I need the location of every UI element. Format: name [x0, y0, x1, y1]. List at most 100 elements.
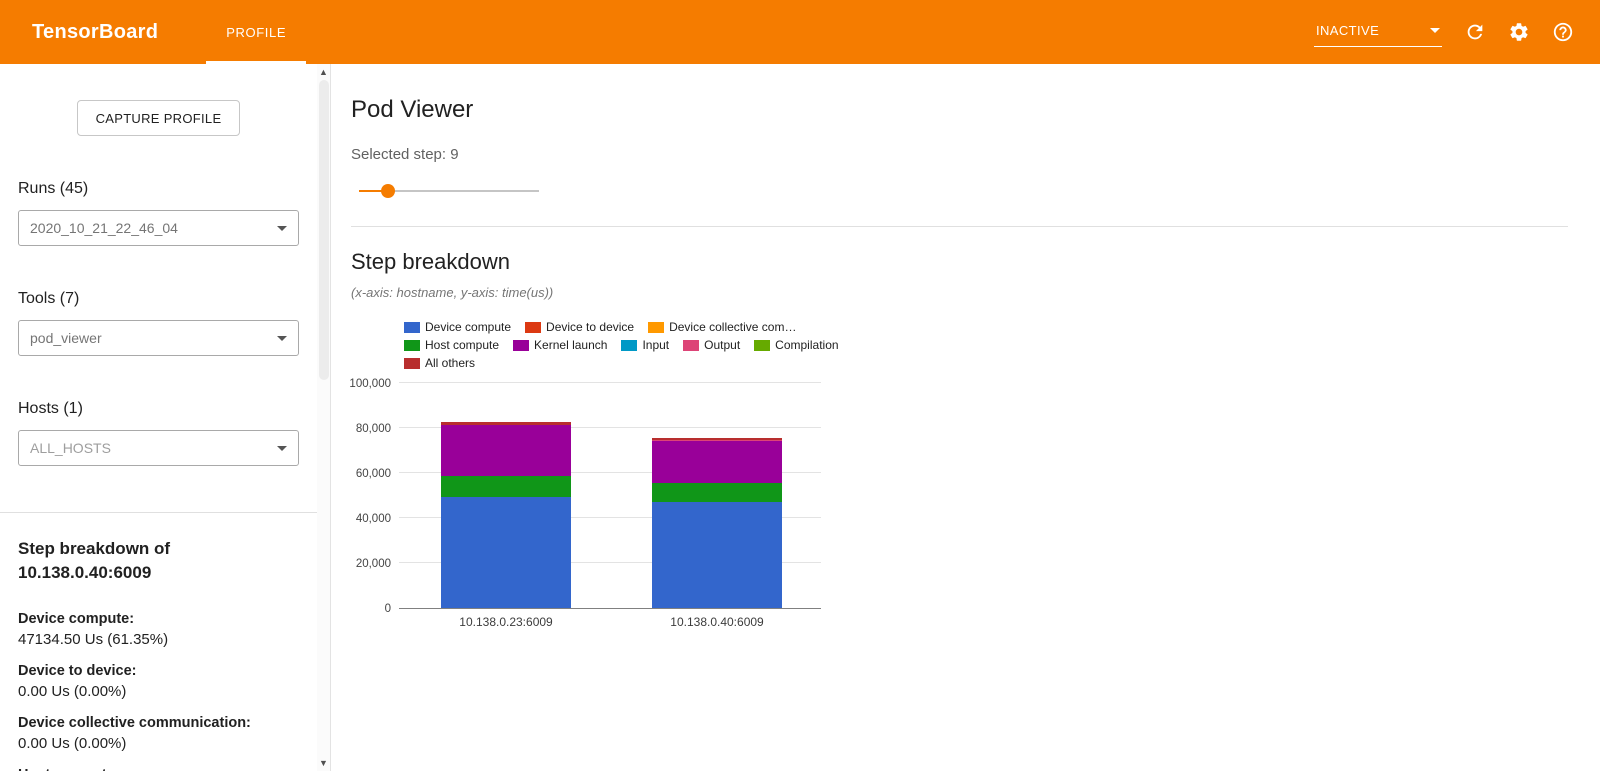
stat-label: Device to device:: [18, 662, 137, 679]
legend-item: All others: [404, 356, 475, 370]
gridline: [399, 562, 821, 563]
gridline: [399, 382, 821, 383]
hosts-label: Hosts (1): [18, 400, 83, 417]
bar-segment[interactable]: [652, 501, 782, 608]
hosts-select[interactable]: ALL_HOSTS: [18, 430, 299, 466]
app-title: TensorBoard: [32, 20, 159, 43]
stat-item: Host compute:: [18, 767, 299, 771]
tab-profile-label: PROFILE: [226, 24, 287, 40]
runs-select[interactable]: 2020_10_21_22_46_04: [18, 210, 299, 246]
chevron-down-icon: [277, 445, 287, 451]
status-dropdown[interactable]: INACTIVE: [1314, 17, 1442, 47]
scroll-down-icon[interactable]: ▼: [319, 758, 328, 768]
chevron-down-icon: [277, 335, 287, 341]
status-dropdown-value: INACTIVE: [1316, 23, 1380, 38]
section-divider: [351, 226, 1568, 227]
legend-swatch: [683, 339, 700, 351]
stat-item: Device collective communication: 0.00 Us …: [18, 715, 299, 752]
y-tick-label: 40,000: [355, 513, 391, 525]
tab-profile[interactable]: PROFILE: [206, 0, 307, 64]
runs-select-value: 2020_10_21_22_46_04: [30, 220, 178, 236]
legend-item: Compilation: [754, 338, 839, 352]
legend-item: Device collective com…: [648, 320, 796, 334]
bar-segment[interactable]: [652, 483, 782, 502]
legend-item: Device compute: [404, 320, 511, 334]
legend-swatch: [525, 321, 542, 333]
plot-row: 0 20,000 40,000 60,000 80,000 100,000: [349, 378, 1568, 615]
bar-segment[interactable]: [652, 438, 782, 440]
step-slider[interactable]: [359, 184, 539, 198]
bar-segment[interactable]: [441, 425, 571, 477]
page-title: Pod Viewer: [351, 96, 474, 123]
breakdown-title: Step breakdown of 10.138.0.40:6009: [18, 539, 171, 582]
legend-label: Compilation: [775, 338, 839, 352]
y-axis-labels: 0 20,000 40,000 60,000 80,000 100,000: [349, 378, 399, 615]
breakdown-stats: Device compute: 47134.50 Us (61.35%) Devic…: [18, 611, 299, 771]
legend-label: Device to device: [546, 320, 635, 334]
step-breakdown-chart: Device compute Device to device Device col…: [349, 320, 1568, 631]
selected-step-label: Selected step: 9: [351, 146, 459, 163]
stacked-bar[interactable]: [652, 438, 782, 608]
refresh-icon[interactable]: [1464, 21, 1486, 43]
stat-value: 0.00 Us (0.00%): [18, 734, 127, 752]
legend-label: Host compute: [425, 338, 500, 352]
section-title: Step breakdown: [351, 249, 510, 274]
bar-segment[interactable]: [652, 440, 782, 484]
legend-swatch: [404, 339, 420, 351]
help-icon[interactable]: [1552, 21, 1574, 43]
gridline: [399, 472, 821, 473]
stat-value: 0.00 Us (0.00%): [18, 682, 127, 700]
bar-segment[interactable]: [441, 476, 571, 498]
sidebar-scrollbar[interactable]: ▲ ▼: [317, 64, 331, 771]
legend-item: Output: [683, 338, 740, 352]
tools-select[interactable]: pod_viewer: [18, 320, 299, 356]
runs-label: Runs (45): [18, 180, 89, 197]
y-tick-label: 0: [384, 603, 391, 615]
gridline: [399, 517, 821, 518]
slider-track[interactable]: [359, 190, 539, 192]
legend-label: All others: [425, 356, 476, 370]
legend-label: Kernel launch: [534, 338, 608, 352]
plot-area: [399, 382, 821, 609]
stat-label: Host compute:: [18, 767, 299, 771]
legend-label: Output: [704, 338, 741, 352]
legend-swatch: [754, 339, 771, 351]
legend-label: Device collective com…: [669, 320, 797, 334]
bar-segment[interactable]: [652, 439, 782, 441]
bar-segment[interactable]: [441, 497, 571, 608]
legend-swatch: [621, 339, 638, 351]
stacked-bar[interactable]: [441, 422, 571, 608]
legend-swatch: [648, 321, 665, 333]
legend-item: Host compute: [404, 338, 499, 352]
legend-label: Device compute: [425, 320, 512, 334]
gear-icon[interactable]: [1508, 21, 1530, 43]
slider-track-active: [359, 190, 388, 192]
stat-label: Device compute:: [18, 610, 135, 627]
stat-item: Device compute: 47134.50 Us (61.35%): [18, 611, 299, 648]
legend-item: Input: [621, 338, 669, 352]
scroll-up-icon[interactable]: ▲: [319, 67, 328, 77]
header-left: TensorBoard PROFILE: [32, 0, 307, 64]
y-tick-label: 80,000: [355, 423, 391, 435]
bar-segment[interactable]: [441, 422, 571, 426]
sidebar: CAPTURE PROFILE Runs (45) 2020_10_21_22_…: [0, 64, 317, 771]
app-header: TensorBoard PROFILE INACTIVE: [0, 0, 1600, 64]
scrollbar-thumb[interactable]: [319, 80, 329, 380]
y-tick-label: 100,000: [349, 378, 391, 390]
legend-item: Device to device: [525, 320, 634, 334]
legend-swatch: [513, 339, 530, 351]
x-axis-labels: 10.138.0.23:6009 10.138.0.40:6009: [399, 609, 1568, 631]
section-subtitle: (x-axis: hostname, y-axis: time(us)): [351, 285, 554, 300]
x-tick-label: 10.138.0.23:6009: [459, 615, 553, 629]
chart-legend: Device compute Device to device Device col…: [404, 320, 849, 370]
gridline: [399, 427, 821, 428]
legend-swatch: [404, 357, 420, 369]
legend-item: Kernel launch: [513, 338, 607, 352]
header-right: INACTIVE: [1314, 17, 1574, 47]
y-tick-label: 60,000: [355, 468, 391, 480]
slider-handle[interactable]: [380, 184, 395, 198]
capture-profile-button[interactable]: CAPTURE PROFILE: [76, 100, 241, 136]
y-tick-label: 20,000: [355, 558, 391, 570]
stat-value: 47134.50 Us (61.35%): [18, 630, 169, 648]
stat-item: Device to device: 0.00 Us (0.00%): [18, 663, 299, 700]
